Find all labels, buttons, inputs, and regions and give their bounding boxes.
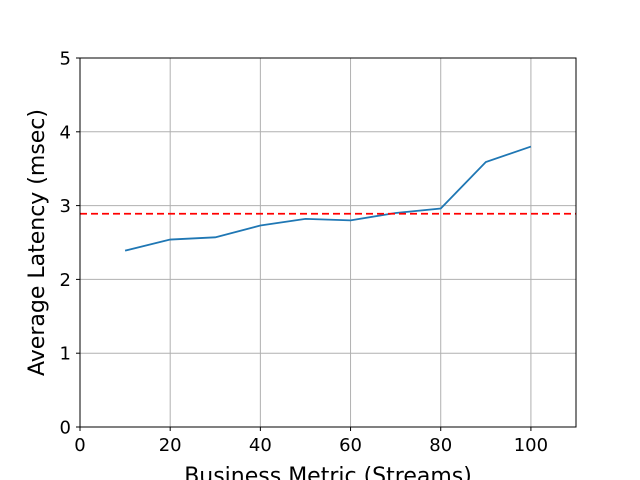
y-tick-label: 1	[60, 344, 71, 365]
x-tick-label: 40	[249, 435, 272, 456]
x-axis-label: Business Metric (Streams)	[184, 464, 472, 480]
x-tick-label: 60	[339, 435, 362, 456]
y-tick-label: 3	[60, 196, 71, 217]
x-tick-label: 100	[514, 435, 548, 456]
y-tick-label: 4	[60, 122, 71, 143]
y-axis-label: Average Latency (msec)	[25, 109, 50, 376]
x-tick-label: 80	[429, 435, 452, 456]
y-tick-label: 5	[60, 49, 71, 70]
ticks: 0 20 40 60 80 100 0 1 2 3 4 5	[60, 49, 549, 457]
y-tick-label: 2	[60, 270, 71, 291]
series	[80, 145, 576, 252]
plot-frame	[79, 57, 577, 428]
series-line	[124, 145, 532, 252]
y-tick-label: 0	[60, 418, 71, 439]
x-tick-label: 20	[159, 435, 182, 456]
x-tick-label: 0	[74, 435, 85, 456]
